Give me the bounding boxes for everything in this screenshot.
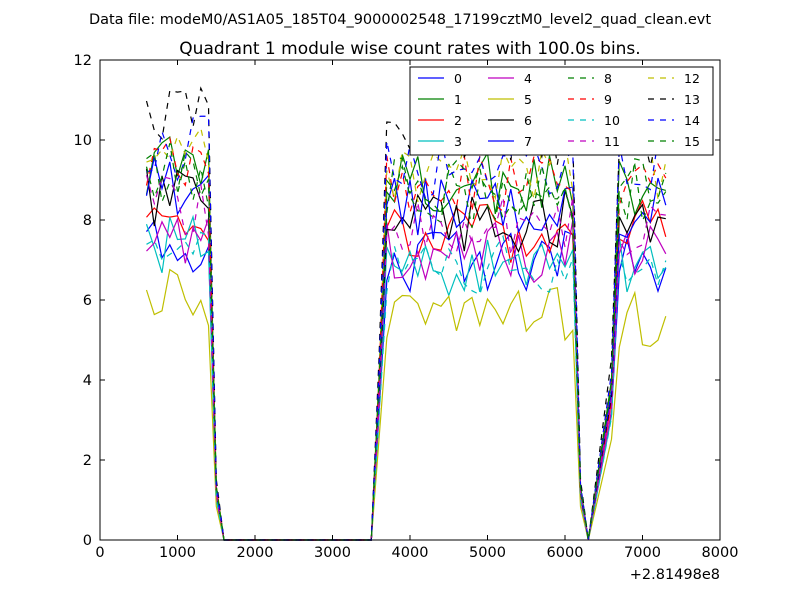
series-line-7	[145, 157, 667, 541]
chart-suptitle: Data file: modeM0/AS1A05_185T04_90000025…	[89, 12, 711, 28]
x-tick-label: 4000	[392, 545, 429, 561]
legend-label-7: 7	[524, 134, 532, 149]
series-line-11	[145, 175, 666, 541]
y-tick-label: 2	[83, 453, 92, 469]
series-line-9	[145, 136, 667, 541]
y-tick-label: 8	[83, 213, 92, 229]
series-line-10	[146, 231, 667, 541]
series-line-5	[145, 268, 667, 541]
series-line-1	[145, 135, 666, 541]
x-offset-label: +2.81498e8	[630, 567, 720, 583]
legend-label-5: 5	[524, 92, 532, 107]
legend-label-1: 1	[454, 92, 462, 107]
y-tick-label: 6	[83, 293, 92, 309]
series-line-6	[145, 168, 666, 541]
y-tick-label: 12	[74, 53, 92, 69]
legend-label-3: 3	[454, 134, 462, 149]
x-tick-label: 5000	[469, 545, 506, 561]
series-line-8	[146, 151, 667, 541]
legend-label-9: 9	[604, 92, 612, 107]
legend-label-0: 0	[454, 71, 462, 86]
y-tick-label: 4	[83, 373, 92, 389]
legend-label-14: 14	[684, 113, 700, 128]
series-line-15	[145, 143, 667, 541]
chart-title: Quadrant 1 module wise count rates with …	[179, 39, 640, 59]
legend-label-2: 2	[454, 113, 462, 128]
y-tick-label: 10	[74, 133, 92, 149]
legend-label-6: 6	[524, 113, 532, 128]
legend-label-13: 13	[684, 92, 700, 107]
legend-label-4: 4	[524, 71, 532, 86]
legend-label-8: 8	[604, 71, 612, 86]
series-line-3	[145, 214, 667, 541]
legend-box	[409, 66, 714, 156]
series-lines	[145, 86, 667, 541]
x-tick-label: 1000	[159, 545, 196, 561]
series-line-2	[146, 199, 667, 541]
x-tick-label: 8000	[702, 545, 739, 561]
y-tick-label: 0	[83, 533, 92, 549]
legend-label-10: 10	[604, 113, 620, 128]
legend-label-12: 12	[684, 71, 700, 86]
x-tick-label: 0	[95, 545, 104, 561]
legend-label-11: 11	[604, 134, 620, 149]
x-tick-label: 6000	[547, 545, 584, 561]
legend-label-15: 15	[684, 134, 700, 149]
x-tick-label: 2000	[237, 545, 274, 561]
series-line-13	[145, 86, 667, 541]
axis-ticks: 0 1000 2000 3000 4000 5000 6000 7000 80000246810…	[74, 53, 739, 561]
x-tick-label: 3000	[314, 545, 351, 561]
x-tick-label: 7000	[624, 545, 661, 561]
